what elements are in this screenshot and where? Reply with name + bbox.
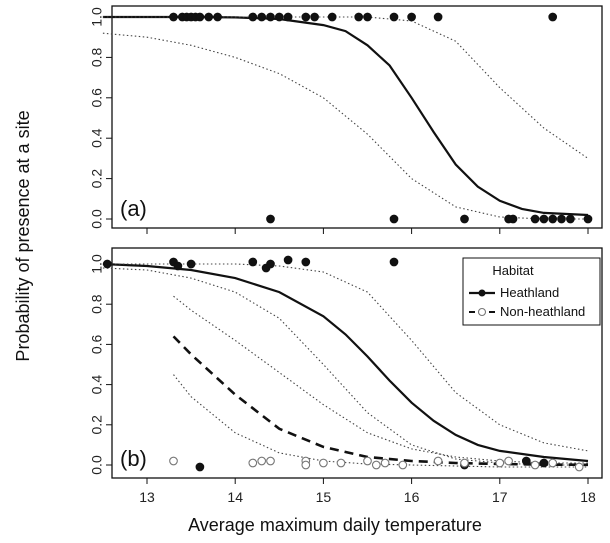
x-axis-label: Average maximum daily temperature [188,515,482,535]
series-line-dotted [102,32,588,220]
data-point-filled [195,462,205,472]
data-point-open [301,460,311,470]
data-point-filled [186,259,196,269]
data-point-filled [548,12,558,22]
data-point-filled [548,214,558,224]
data-point-filled [508,214,518,224]
x-tick-label: 13 [139,489,155,505]
data-point-filled [283,255,293,265]
data-point-filled [248,257,258,267]
data-point-filled [310,12,319,22]
y-tick-label: 0.0 [89,455,105,475]
data-point-filled [266,259,275,269]
data-point-filled [539,458,549,468]
series-line-dashed [172,335,589,467]
data-point-filled [266,12,275,22]
data-point-open [371,460,381,470]
y-tick-label: 0.2 [89,169,105,189]
series-line-solid [102,262,589,463]
data-point-filled [173,261,183,271]
data-point-open [530,460,540,470]
data-point-filled [266,214,275,224]
data-point-filled [169,12,178,22]
data-point-open [548,458,558,468]
data-point-filled [257,12,267,22]
data-point-filled [433,12,443,22]
data-point-filled [539,214,549,224]
plot-frame [111,247,603,479]
data-point-filled [557,214,566,224]
y-tick-label: 0.4 [89,375,105,395]
legend-box [462,257,601,326]
data-point-open [319,458,328,468]
data-point-filled [583,214,593,224]
data-point-filled [389,257,399,267]
legend: Habitat Heathland Non-heathland [462,257,601,326]
y-tick-label: 1.0 [89,7,105,27]
data-point-open [169,456,178,466]
data-point-filled [248,12,258,22]
data-point-open [398,460,408,470]
data-point-filled [566,214,575,224]
data-point-open [380,458,390,468]
series-line-dotted [102,16,589,159]
y-axis-label: Probability of presence at a site [13,110,33,361]
data-point-open [257,456,267,466]
data-point-open [504,456,513,466]
y-tick-label: 0.6 [89,88,105,108]
data-point-open [248,458,258,468]
x-tick-label: 17 [492,489,508,505]
y-tick-label: 0.0 [89,209,105,229]
y-tick-label: 0.8 [89,47,105,67]
x-tick-label: 15 [316,489,332,505]
data-point-open [266,456,275,466]
plot-frame [111,5,603,229]
data-point-filled [354,12,364,22]
y-tick-label: 0.2 [89,415,105,435]
data-point-filled [301,257,311,267]
series-line-dotted [102,263,589,452]
legend-marker-filled [478,289,486,297]
y-tick-label: 0.8 [89,294,105,314]
data-point-filled [389,214,399,224]
data-point-filled [363,12,372,22]
legend-entry-heathland: Heathland [500,285,559,300]
data-point-filled [283,12,293,22]
series-line-dotted [173,374,588,468]
data-point-open [460,458,469,468]
x-tick-label: 16 [404,489,420,505]
y-tick-label: 0.6 [89,334,105,354]
legend-marker-open [477,307,487,317]
data-point-filled [389,12,399,22]
legend-title: Habitat [492,263,534,278]
data-point-filled [327,12,337,22]
x-tick-label: 14 [227,489,243,505]
y-tick-label: 1.0 [89,254,105,274]
data-point-filled [204,12,214,22]
series-line-dotted [173,295,588,464]
data-point-filled [195,12,205,22]
data-point-filled [102,259,112,269]
data-point-filled [301,12,311,22]
data-point-open [574,462,584,472]
data-point-filled [530,214,540,224]
panel-label: (b) [120,446,147,471]
legend-entry-non-heathland: Non-heathland [500,304,585,319]
data-point-filled [407,12,416,22]
data-point-open [433,456,443,466]
y-tick-label: 0.4 [89,128,105,148]
panel-label: (a) [120,196,147,221]
panel-a: 0.0 0.2 0.4 0.6 0.8 1.0 (a) [89,5,603,234]
data-point-filled [213,12,222,22]
data-point-filled [460,214,469,224]
panel-b: 0.0 0.2 0.4 0.6 0.8 1.0 13 14 15 16 17 18 (b) Habitat… [89,247,603,505]
data-point-open [495,458,505,468]
data-point-open [363,456,372,466]
data-point-filled [521,456,531,466]
x-tick-label: 18 [580,489,596,505]
data-point-filled [274,12,284,22]
data-point-open [336,458,346,468]
